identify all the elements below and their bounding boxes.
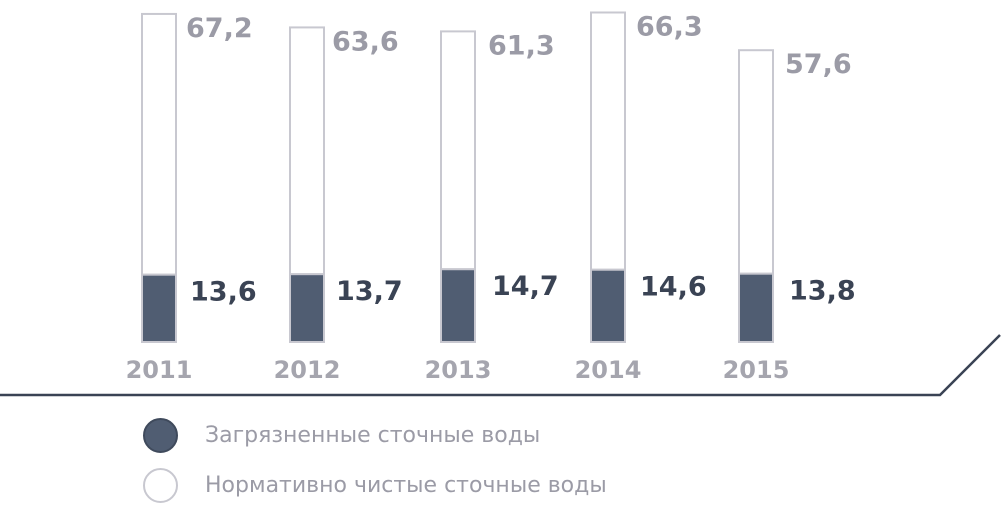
x-tick-label-2014: 2014 [575, 356, 642, 384]
baseline-axis [0, 334, 1001, 397]
legend-label-clean: Нормативно чистые сточные воды [205, 472, 607, 498]
x-tick-label-2015: 2015 [723, 356, 790, 384]
bar-polluted-2011 [141, 273, 177, 343]
legend-swatch-clean [143, 467, 178, 503]
bar-polluted-2015 [738, 272, 774, 343]
x-tick-label-2012: 2012 [274, 356, 341, 384]
value-label-clean-2011: 67,2 [186, 13, 253, 44]
value-label-polluted-2015: 13,8 [789, 276, 856, 307]
value-label-polluted-2014: 14,6 [640, 272, 707, 303]
bar-clean-2013 [440, 30, 476, 271]
x-tick-label-2013: 2013 [425, 356, 492, 384]
legend: Загрязненные сточные воды Нормативно чис… [143, 415, 607, 515]
value-label-clean-2013: 61,3 [488, 30, 555, 61]
x-tick-label-2011: 2011 [126, 356, 193, 384]
bar-polluted-2014 [590, 268, 626, 344]
legend-item-polluted: Загрязненные сточные воды [143, 415, 607, 455]
value-label-polluted-2011: 13,6 [190, 277, 257, 308]
value-label-clean-2012: 63,6 [332, 26, 399, 57]
value-label-clean-2015: 57,6 [785, 49, 852, 80]
bar-polluted-2012 [289, 273, 325, 343]
bar-clean-2011 [141, 12, 177, 276]
legend-item-clean: Нормативно чистые сточные воды [143, 465, 607, 505]
bar-clean-2015 [738, 49, 774, 275]
bar-polluted-2013 [440, 268, 476, 343]
value-label-clean-2014: 66,3 [636, 11, 703, 42]
value-label-polluted-2013: 14,7 [492, 271, 559, 302]
legend-label-polluted: Загрязненные сточные воды [205, 422, 541, 448]
legend-swatch-polluted [143, 417, 178, 453]
bar-clean-2014 [590, 11, 626, 271]
bar-clean-2012 [289, 26, 325, 276]
value-label-polluted-2012: 13,7 [336, 276, 403, 307]
bar-chart: 67,2 13,6 2011 63,6 13,7 2012 61,3 14,7 2013 66,3… [0, 11, 1001, 397]
